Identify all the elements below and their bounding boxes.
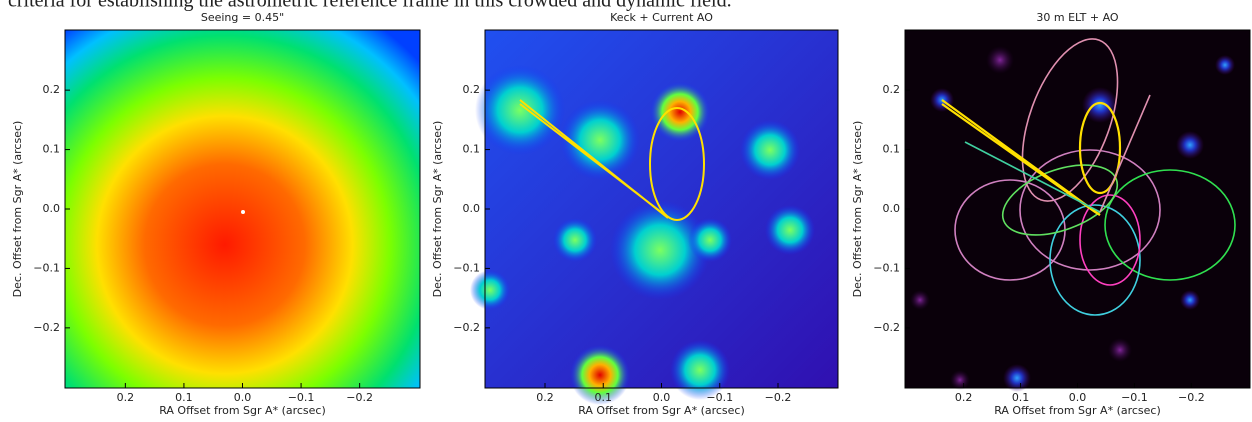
y-axis-label: Dec. Offset from Sgr A* (arcsec): [11, 121, 24, 298]
y-tick-label: −0.1: [873, 261, 900, 274]
x-tick-label: 0.0: [1069, 391, 1087, 404]
x-tick-label: 0.0: [653, 391, 671, 404]
x-axis-label: RA Offset from Sgr A* (arcsec): [994, 404, 1161, 417]
y-tick-label: 0.0: [883, 202, 901, 215]
image: [905, 30, 1250, 392]
x-axis-label: RA Offset from Sgr A* (arcsec): [578, 404, 745, 417]
x-tick-label: −0.2: [1178, 391, 1205, 404]
x-tick-label: 0.1: [175, 391, 193, 404]
x-tick-label: 0.1: [595, 391, 613, 404]
header-text: criteria for establishing the astrometri…: [8, 0, 732, 12]
x-tick-label: 0.2: [117, 391, 135, 404]
y-tick-label: 0.0: [463, 202, 481, 215]
y-tick-label: −0.2: [33, 321, 60, 334]
x-tick-label: 0.1: [1012, 391, 1030, 404]
x-axis-label: RA Offset from Sgr A* (arcsec): [159, 404, 326, 417]
x-tick-label: −0.1: [288, 391, 315, 404]
marker: [241, 210, 245, 214]
x-tick-label: 0.2: [955, 391, 973, 404]
y-tick-label: −0.2: [453, 321, 480, 334]
x-tick-label: −0.2: [765, 391, 792, 404]
y-tick-label: −0.2: [873, 321, 900, 334]
y-tick-label: 0.2: [43, 83, 61, 96]
y-axis-label: Dec. Offset from Sgr A* (arcsec): [851, 121, 864, 298]
panel-title: Keck + Current AO: [610, 11, 713, 24]
y-tick-label: 0.2: [883, 83, 901, 96]
y-tick-label: −0.1: [33, 261, 60, 274]
y-axis-label: Dec. Offset from Sgr A* (arcsec): [431, 121, 444, 298]
y-tick-label: 0.0: [43, 202, 61, 215]
x-tick-label: 0.0: [234, 391, 252, 404]
panel-title: Seeing = 0.45": [201, 11, 284, 24]
x-tick-label: −0.2: [346, 391, 373, 404]
y-tick-label: 0.1: [883, 143, 901, 156]
y-tick-label: 0.2: [463, 83, 481, 96]
x-tick-label: 0.2: [536, 391, 554, 404]
y-tick-label: 0.1: [463, 143, 481, 156]
image: [470, 30, 838, 405]
y-tick-label: −0.1: [453, 261, 480, 274]
x-tick-label: −0.1: [706, 391, 733, 404]
image: [65, 30, 420, 388]
y-tick-label: 0.1: [43, 143, 61, 156]
panel-title: 30 m ELT + AO: [1036, 11, 1119, 24]
x-tick-label: −0.1: [1121, 391, 1148, 404]
